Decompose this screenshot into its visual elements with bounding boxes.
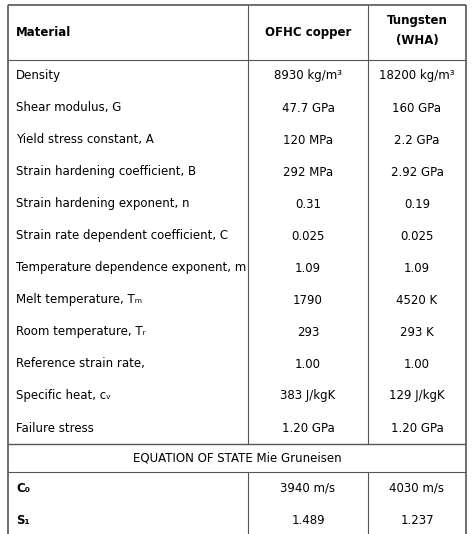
Text: 0.31: 0.31 [295, 198, 321, 210]
Text: OFHC copper: OFHC copper [265, 26, 351, 39]
Text: 1790: 1790 [293, 294, 323, 307]
Text: Melt temperature, Tₘ: Melt temperature, Tₘ [16, 294, 142, 307]
Text: 8930 kg/m³: 8930 kg/m³ [274, 69, 342, 82]
Text: 160 GPa: 160 GPa [392, 101, 441, 114]
Text: Room temperature, Tᵣ: Room temperature, Tᵣ [16, 326, 146, 339]
Text: 292 MPa: 292 MPa [283, 166, 333, 178]
Text: 383 J/kgK: 383 J/kgK [281, 389, 336, 403]
Text: 3940 m/s: 3940 m/s [281, 482, 336, 494]
Text: Strain hardening coefficient, B: Strain hardening coefficient, B [16, 166, 196, 178]
Text: 0.19: 0.19 [404, 198, 430, 210]
Text: Tungsten: Tungsten [387, 14, 447, 27]
Text: S₁: S₁ [16, 514, 29, 527]
Text: Yield stress constant, A: Yield stress constant, A [16, 134, 154, 146]
Text: 1.00: 1.00 [404, 357, 430, 371]
Text: C₀: C₀ [16, 482, 30, 494]
Text: 120 MPa: 120 MPa [283, 134, 333, 146]
Text: 1.237: 1.237 [400, 514, 434, 527]
Text: 1.09: 1.09 [295, 262, 321, 274]
Text: 4520 K: 4520 K [396, 294, 438, 307]
Text: Material: Material [16, 26, 71, 39]
Text: 47.7 GPa: 47.7 GPa [282, 101, 335, 114]
Text: Density: Density [16, 69, 61, 82]
Text: 1.20 GPa: 1.20 GPa [282, 421, 334, 435]
Text: 1.09: 1.09 [404, 262, 430, 274]
Text: Strain rate dependent coefficient, C: Strain rate dependent coefficient, C [16, 230, 228, 242]
Text: 2.92 GPa: 2.92 GPa [391, 166, 444, 178]
Text: Strain hardening exponent, n: Strain hardening exponent, n [16, 198, 190, 210]
Text: (WHA): (WHA) [396, 34, 438, 47]
Text: 129 J/kgK: 129 J/kgK [389, 389, 445, 403]
Text: Specific heat, cᵥ: Specific heat, cᵥ [16, 389, 111, 403]
Text: 293 K: 293 K [400, 326, 434, 339]
Text: Reference strain rate,: Reference strain rate, [16, 357, 145, 371]
Text: EQUATION OF STATE Mie Gruneisen: EQUATION OF STATE Mie Gruneisen [133, 452, 341, 465]
Text: Failure stress: Failure stress [16, 421, 94, 435]
Text: Temperature dependence exponent, m: Temperature dependence exponent, m [16, 262, 246, 274]
Text: Shear modulus, G: Shear modulus, G [16, 101, 121, 114]
Text: 1.20 GPa: 1.20 GPa [391, 421, 443, 435]
Text: 2.2 GPa: 2.2 GPa [394, 134, 440, 146]
Text: 0.025: 0.025 [292, 230, 325, 242]
Text: 1.00: 1.00 [295, 357, 321, 371]
Text: 4030 m/s: 4030 m/s [390, 482, 445, 494]
Text: 0.025: 0.025 [401, 230, 434, 242]
Text: 1.489: 1.489 [291, 514, 325, 527]
Text: 293: 293 [297, 326, 319, 339]
Text: 18200 kg/m³: 18200 kg/m³ [379, 69, 455, 82]
